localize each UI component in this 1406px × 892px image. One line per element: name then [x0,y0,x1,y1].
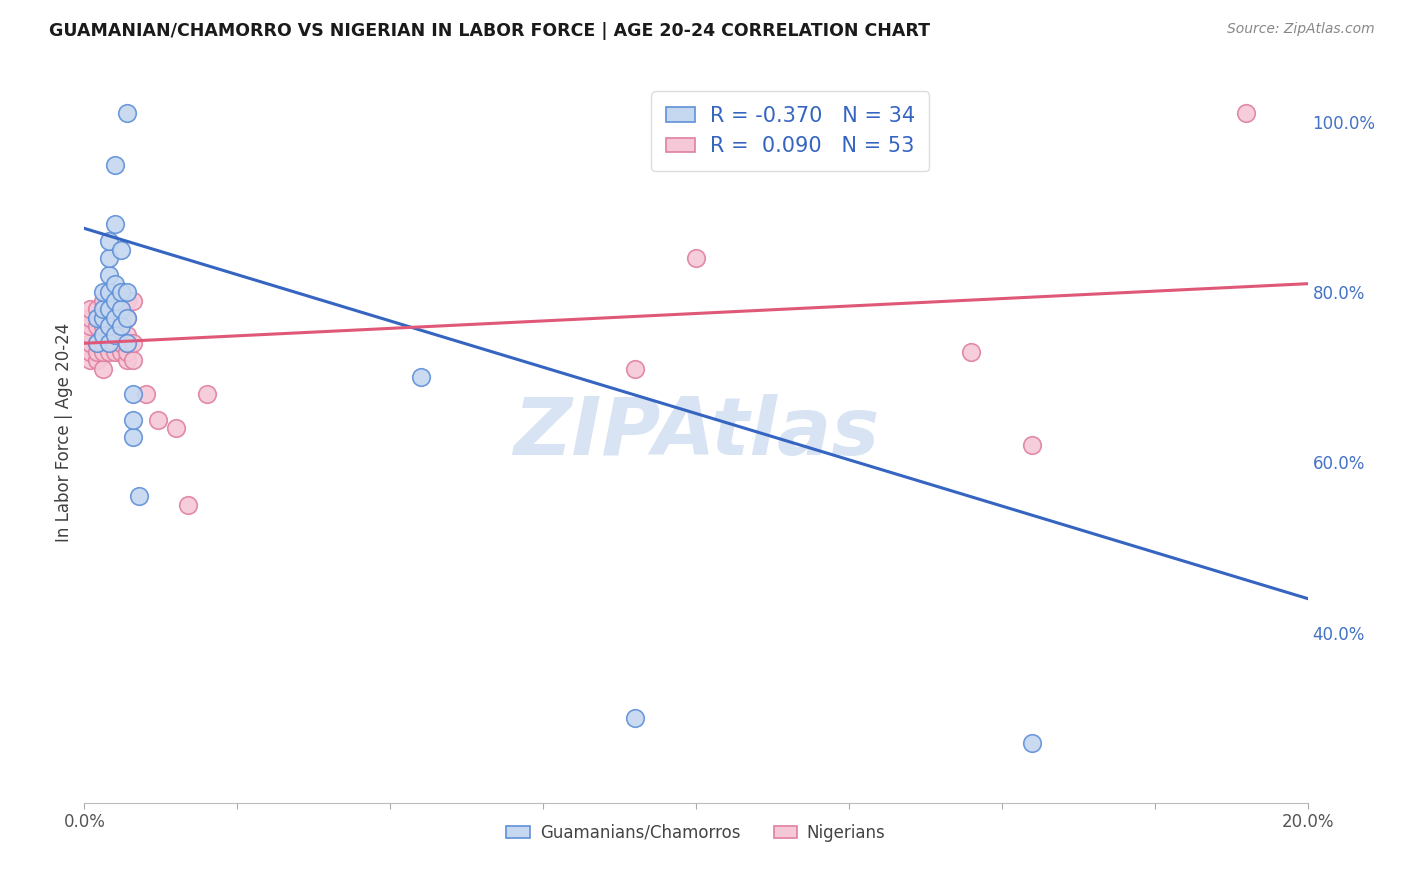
Point [91,293,114,308]
Point [91,302,114,317]
Point [79,302,101,317]
Point [86,302,108,317]
Point [97,302,120,317]
Point [91,310,114,325]
Point [122,387,145,401]
Point [104,336,127,351]
Point [409,370,432,384]
Point [104,327,127,342]
Point [104,310,127,325]
Point [91,319,114,334]
Point [115,327,138,342]
Point [122,336,145,351]
Point [122,293,145,308]
Point [135,387,157,401]
Legend: Guamanians/Chamorros, Nigerians: Guamanians/Chamorros, Nigerians [498,815,894,850]
Point [115,336,138,351]
Point [97,336,120,351]
Point [91,310,114,325]
Point [104,327,127,342]
Point [110,243,132,257]
Point [97,344,120,359]
Point [110,327,132,342]
Point [97,234,120,248]
Point [110,285,132,300]
Point [91,285,114,300]
Point [104,293,127,308]
Point [86,344,108,359]
Point [79,344,101,359]
Point [110,336,132,351]
Point [110,319,132,334]
Point [86,336,108,351]
Point [91,327,114,342]
Point [685,251,707,265]
Point [104,157,127,171]
Point [97,285,120,300]
Point [104,217,127,231]
Point [177,498,200,512]
Point [91,361,114,376]
Point [1021,736,1043,750]
Point [115,285,138,300]
Point [146,413,169,427]
Point [97,319,120,334]
Point [115,336,138,351]
Point [115,344,138,359]
Text: GUAMANIAN/CHAMORRO VS NIGERIAN IN LABOR FORCE | AGE 20-24 CORRELATION CHART: GUAMANIAN/CHAMORRO VS NIGERIAN IN LABOR … [49,22,931,40]
Point [91,336,114,351]
Point [624,361,647,376]
Point [86,353,108,368]
Point [79,336,101,351]
Point [1021,438,1043,452]
Point [79,310,101,325]
Point [110,302,132,317]
Point [960,344,983,359]
Point [165,421,187,435]
Point [115,310,138,325]
Point [115,106,138,120]
Point [128,490,150,504]
Text: Source: ZipAtlas.com: Source: ZipAtlas.com [1227,22,1375,37]
Point [195,387,218,401]
Point [1236,106,1258,120]
Point [624,711,647,725]
Point [122,413,145,427]
Point [97,327,120,342]
Point [86,336,108,351]
Point [115,293,138,308]
Point [115,310,138,325]
Point [97,319,120,334]
Point [79,319,101,334]
Point [110,344,132,359]
Point [104,310,127,325]
Point [91,327,114,342]
Point [110,310,132,325]
Point [91,344,114,359]
Point [97,251,120,265]
Y-axis label: In Labor Force | Age 20-24: In Labor Force | Age 20-24 [55,323,73,542]
Point [115,353,138,368]
Point [122,430,145,444]
Point [104,293,127,308]
Point [86,319,108,334]
Point [97,336,120,351]
Point [86,310,108,325]
Point [122,353,145,368]
Point [104,344,127,359]
Point [104,319,127,334]
Text: ZIPAtlas: ZIPAtlas [513,393,879,472]
Point [97,302,120,317]
Point [79,327,101,342]
Point [79,353,101,368]
Point [97,268,120,283]
Point [104,277,127,291]
